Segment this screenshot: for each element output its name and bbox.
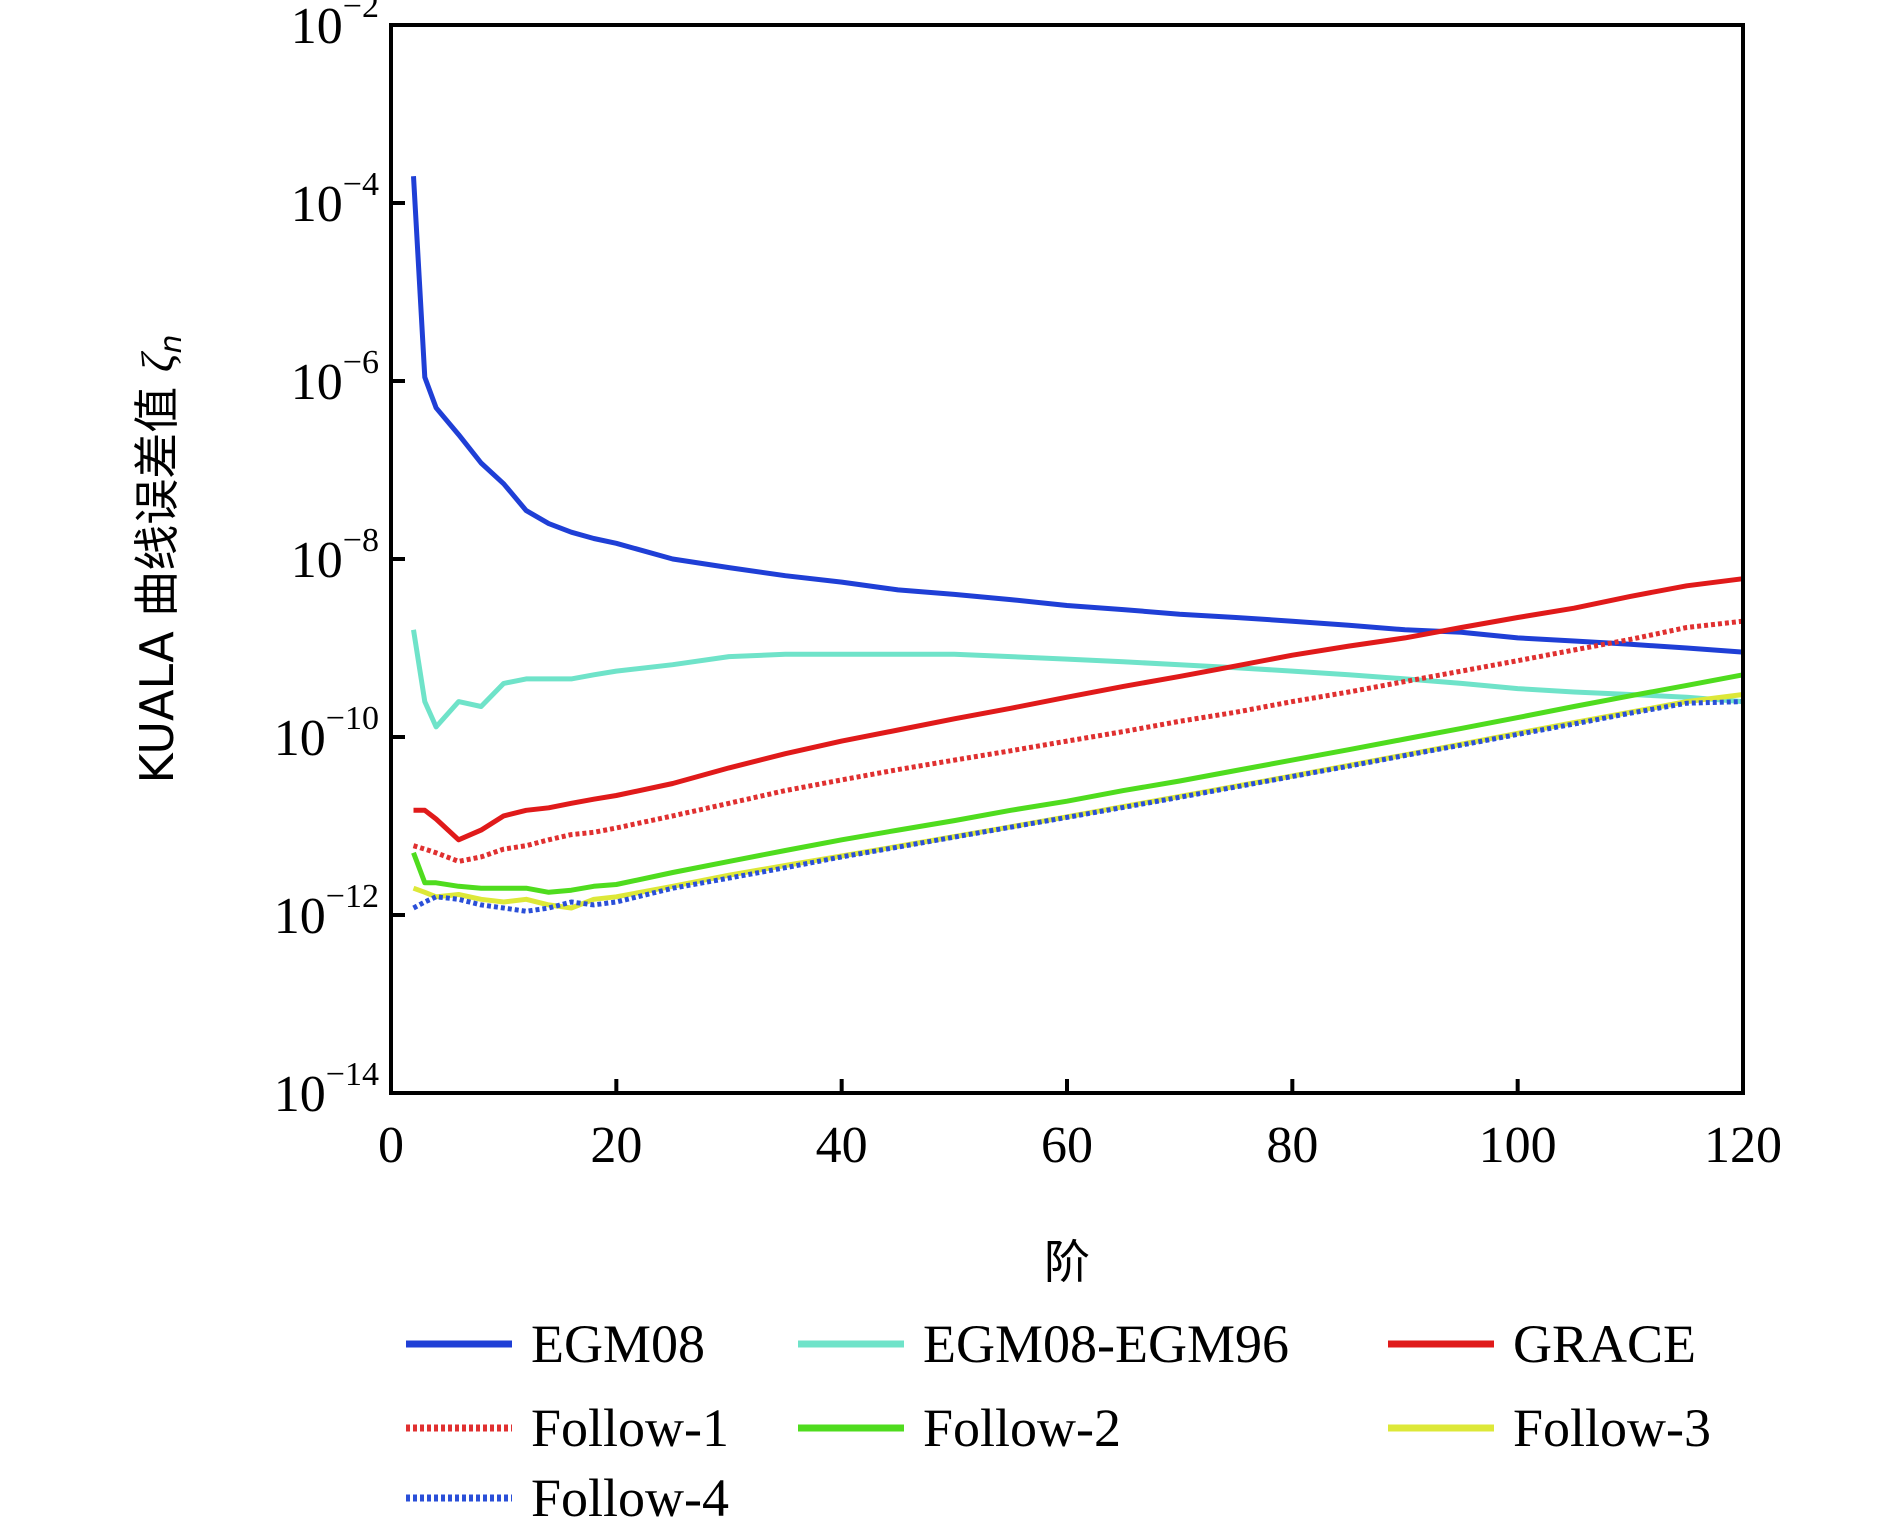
series-line-egm08	[411, 176, 1744, 655]
y-axis-label-symbol: ζ	[132, 350, 183, 372]
y-tick-exponent: −2	[343, 0, 379, 25]
y-tick-exponent: −12	[326, 878, 379, 915]
y-tick-label: 10−8	[291, 522, 379, 589]
plot-frame	[389, 23, 1745, 1095]
x-tick-label: 0	[378, 1117, 404, 1174]
series-line-follow-4	[412, 699, 1744, 914]
x-tick-label: 20	[590, 1117, 642, 1174]
y-tick-base: 10	[291, 176, 343, 233]
y-tick-base: 10	[274, 710, 326, 767]
series-line-egm08-egm96	[411, 629, 1744, 730]
y-axis-label-text: KUALA 曲线误差值	[130, 372, 184, 783]
y-tick-base: 10	[274, 888, 326, 945]
x-tick-label: 100	[1479, 1117, 1557, 1174]
y-tick-base: 10	[291, 532, 343, 589]
x-tick-label: 80	[1266, 1117, 1318, 1174]
y-tick-exponent: −8	[343, 522, 379, 559]
y-tick-base: 10	[291, 0, 343, 55]
legend-label-follow-4: Follow-4	[531, 1468, 729, 1526]
legend-label-egm08: EGM08	[531, 1314, 705, 1374]
legend-label-follow-3: Follow-3	[1513, 1398, 1711, 1458]
y-tick-exponent: −6	[343, 344, 379, 381]
legend: EGM08 EGM08-EGM96 GRACE Follow-1 Follow-2 Fol…	[406, 1314, 1711, 1526]
y-tick-label: 10−14	[274, 1056, 379, 1123]
y-axis-label: KUALA 曲线误差值 ζn	[130, 334, 189, 783]
legend-label-grace: GRACE	[1513, 1314, 1696, 1374]
y-tick-base: 10	[291, 354, 343, 411]
series-line-follow-1	[412, 618, 1744, 864]
series-line-grace	[413, 576, 1744, 843]
legend-label-egm08-egm96: EGM08-EGM96	[923, 1314, 1289, 1374]
y-tick-label: 10−12	[274, 878, 379, 945]
y-tick-exponent: −4	[343, 166, 379, 203]
x-tick-label: 40	[816, 1117, 868, 1174]
x-tick-label: 60	[1041, 1117, 1093, 1174]
legend-label-follow-1: Follow-1	[531, 1398, 729, 1458]
x-tick-label: 120	[1704, 1117, 1782, 1174]
legend-label-follow-2: Follow-2	[923, 1398, 1121, 1458]
y-tick-exponent: −14	[326, 1056, 379, 1093]
plot-lines	[411, 176, 1744, 914]
y-axis-label-subscript: n	[154, 334, 189, 353]
y-tick-base: 10	[274, 1066, 326, 1123]
x-axis-label: 阶	[1044, 1235, 1090, 1289]
y-tick-exponent: −10	[326, 700, 379, 737]
x-axis: 0 20 40 60 80 100 120	[378, 1079, 1782, 1174]
y-tick-label: 10−10	[274, 700, 379, 767]
y-tick-label: 10−6	[291, 344, 379, 411]
y-tick-label: 10−4	[291, 166, 379, 233]
y-tick-label: 10−2	[291, 0, 379, 55]
series-line-follow-2	[411, 672, 1744, 895]
